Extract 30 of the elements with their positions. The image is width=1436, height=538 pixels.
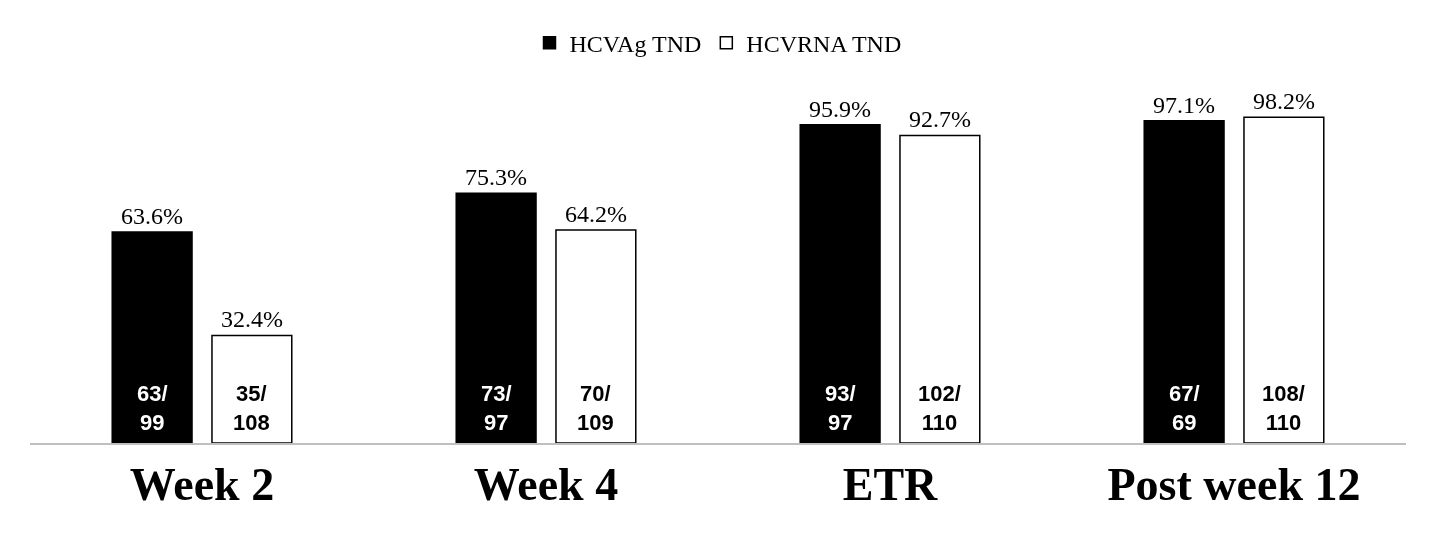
annotation: 102/110: [918, 381, 961, 435]
annotation: 93/97: [825, 381, 856, 435]
bar: [799, 124, 881, 443]
bar: [1143, 120, 1225, 443]
annotation: 63/99: [137, 381, 168, 435]
x-tick-label: Post week 12: [1107, 458, 1361, 510]
data-label: 98.2%: [1252, 88, 1315, 115]
bar: [111, 231, 193, 443]
legend-label: HCVAg TND: [569, 31, 702, 58]
bar: [1243, 116, 1325, 443]
x-tick-label: ETR: [842, 458, 939, 510]
x-tick-label: Week 4: [473, 458, 619, 510]
annotation: 67/69: [1169, 381, 1200, 435]
data-label: 64.2%: [564, 200, 627, 227]
data-label: 92.7%: [908, 106, 971, 133]
annotation: 108/110: [1262, 381, 1305, 435]
annotation: 35/108: [233, 381, 270, 435]
x-tick-label: Week 2: [129, 458, 275, 510]
annotation: 70/109: [577, 381, 614, 435]
bar: [899, 134, 981, 443]
bar: [211, 334, 293, 443]
bar: [555, 229, 637, 443]
data-label: 75.3%: [465, 164, 528, 191]
bar: [455, 192, 537, 443]
data-label: 63.6%: [121, 202, 184, 229]
legend-label: HCVRNA TND: [746, 31, 902, 58]
annotation: 73/97: [481, 381, 512, 435]
data-label: 95.9%: [809, 95, 872, 122]
data-label: 32.4%: [220, 306, 283, 333]
data-label: 97.1%: [1153, 91, 1216, 118]
